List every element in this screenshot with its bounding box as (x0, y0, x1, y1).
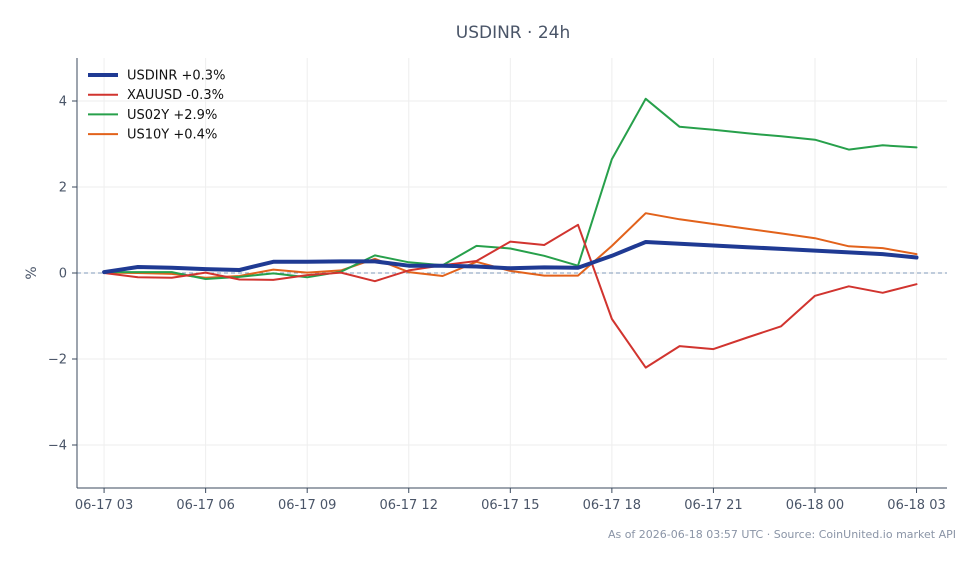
y-tick-label-2: 0 (59, 267, 67, 282)
legend: USDINR +0.3% XAUUSD -0.3% US02Y +2.9% US10Y… (88, 69, 225, 143)
x-tick-label-3: 06-17 12 (380, 498, 438, 513)
x-tick-label-4: 06-17 15 (481, 498, 539, 513)
series-line-2 (103, 97, 918, 280)
footer-source-note: As of 2026-06-18 03:57 UTC · Source: Coi… (608, 528, 956, 541)
series-line-1 (103, 223, 918, 369)
y-tick-label-1: −2 (48, 353, 67, 368)
x-tick-label-6: 06-17 21 (684, 498, 742, 513)
x-tick-label-1: 06-17 06 (176, 498, 234, 513)
series-line-0 (102, 240, 919, 275)
y-ticks: −4 −2 0 2 4 (48, 95, 77, 454)
x-tick-label-0: 06-17 03 (75, 498, 133, 513)
series-lines (102, 97, 919, 369)
y-tick-label-0: −4 (48, 439, 67, 454)
y-axis-label: % (24, 266, 40, 279)
x-ticks: 06-17 03 06-17 06 06-17 09 06-17 12 06-17 15… (75, 488, 946, 513)
chart-title: USDINR · 24h (456, 23, 570, 43)
legend-label-3: US10Y +0.4% (127, 128, 217, 143)
x-tick-label-2: 06-17 09 (278, 498, 336, 513)
y-tick-label-4: 4 (59, 95, 67, 110)
x-tick-label-8: 06-18 03 (887, 498, 945, 513)
legend-label-2: US02Y +2.9% (127, 108, 217, 123)
y-tick-label-3: 2 (59, 181, 67, 196)
x-tick-label-5: 06-17 18 (583, 498, 641, 513)
x-tick-label-7: 06-18 00 (786, 498, 844, 513)
legend-label-0: USDINR +0.3% (127, 69, 225, 84)
legend-label-1: XAUUSD -0.3% (127, 88, 224, 103)
